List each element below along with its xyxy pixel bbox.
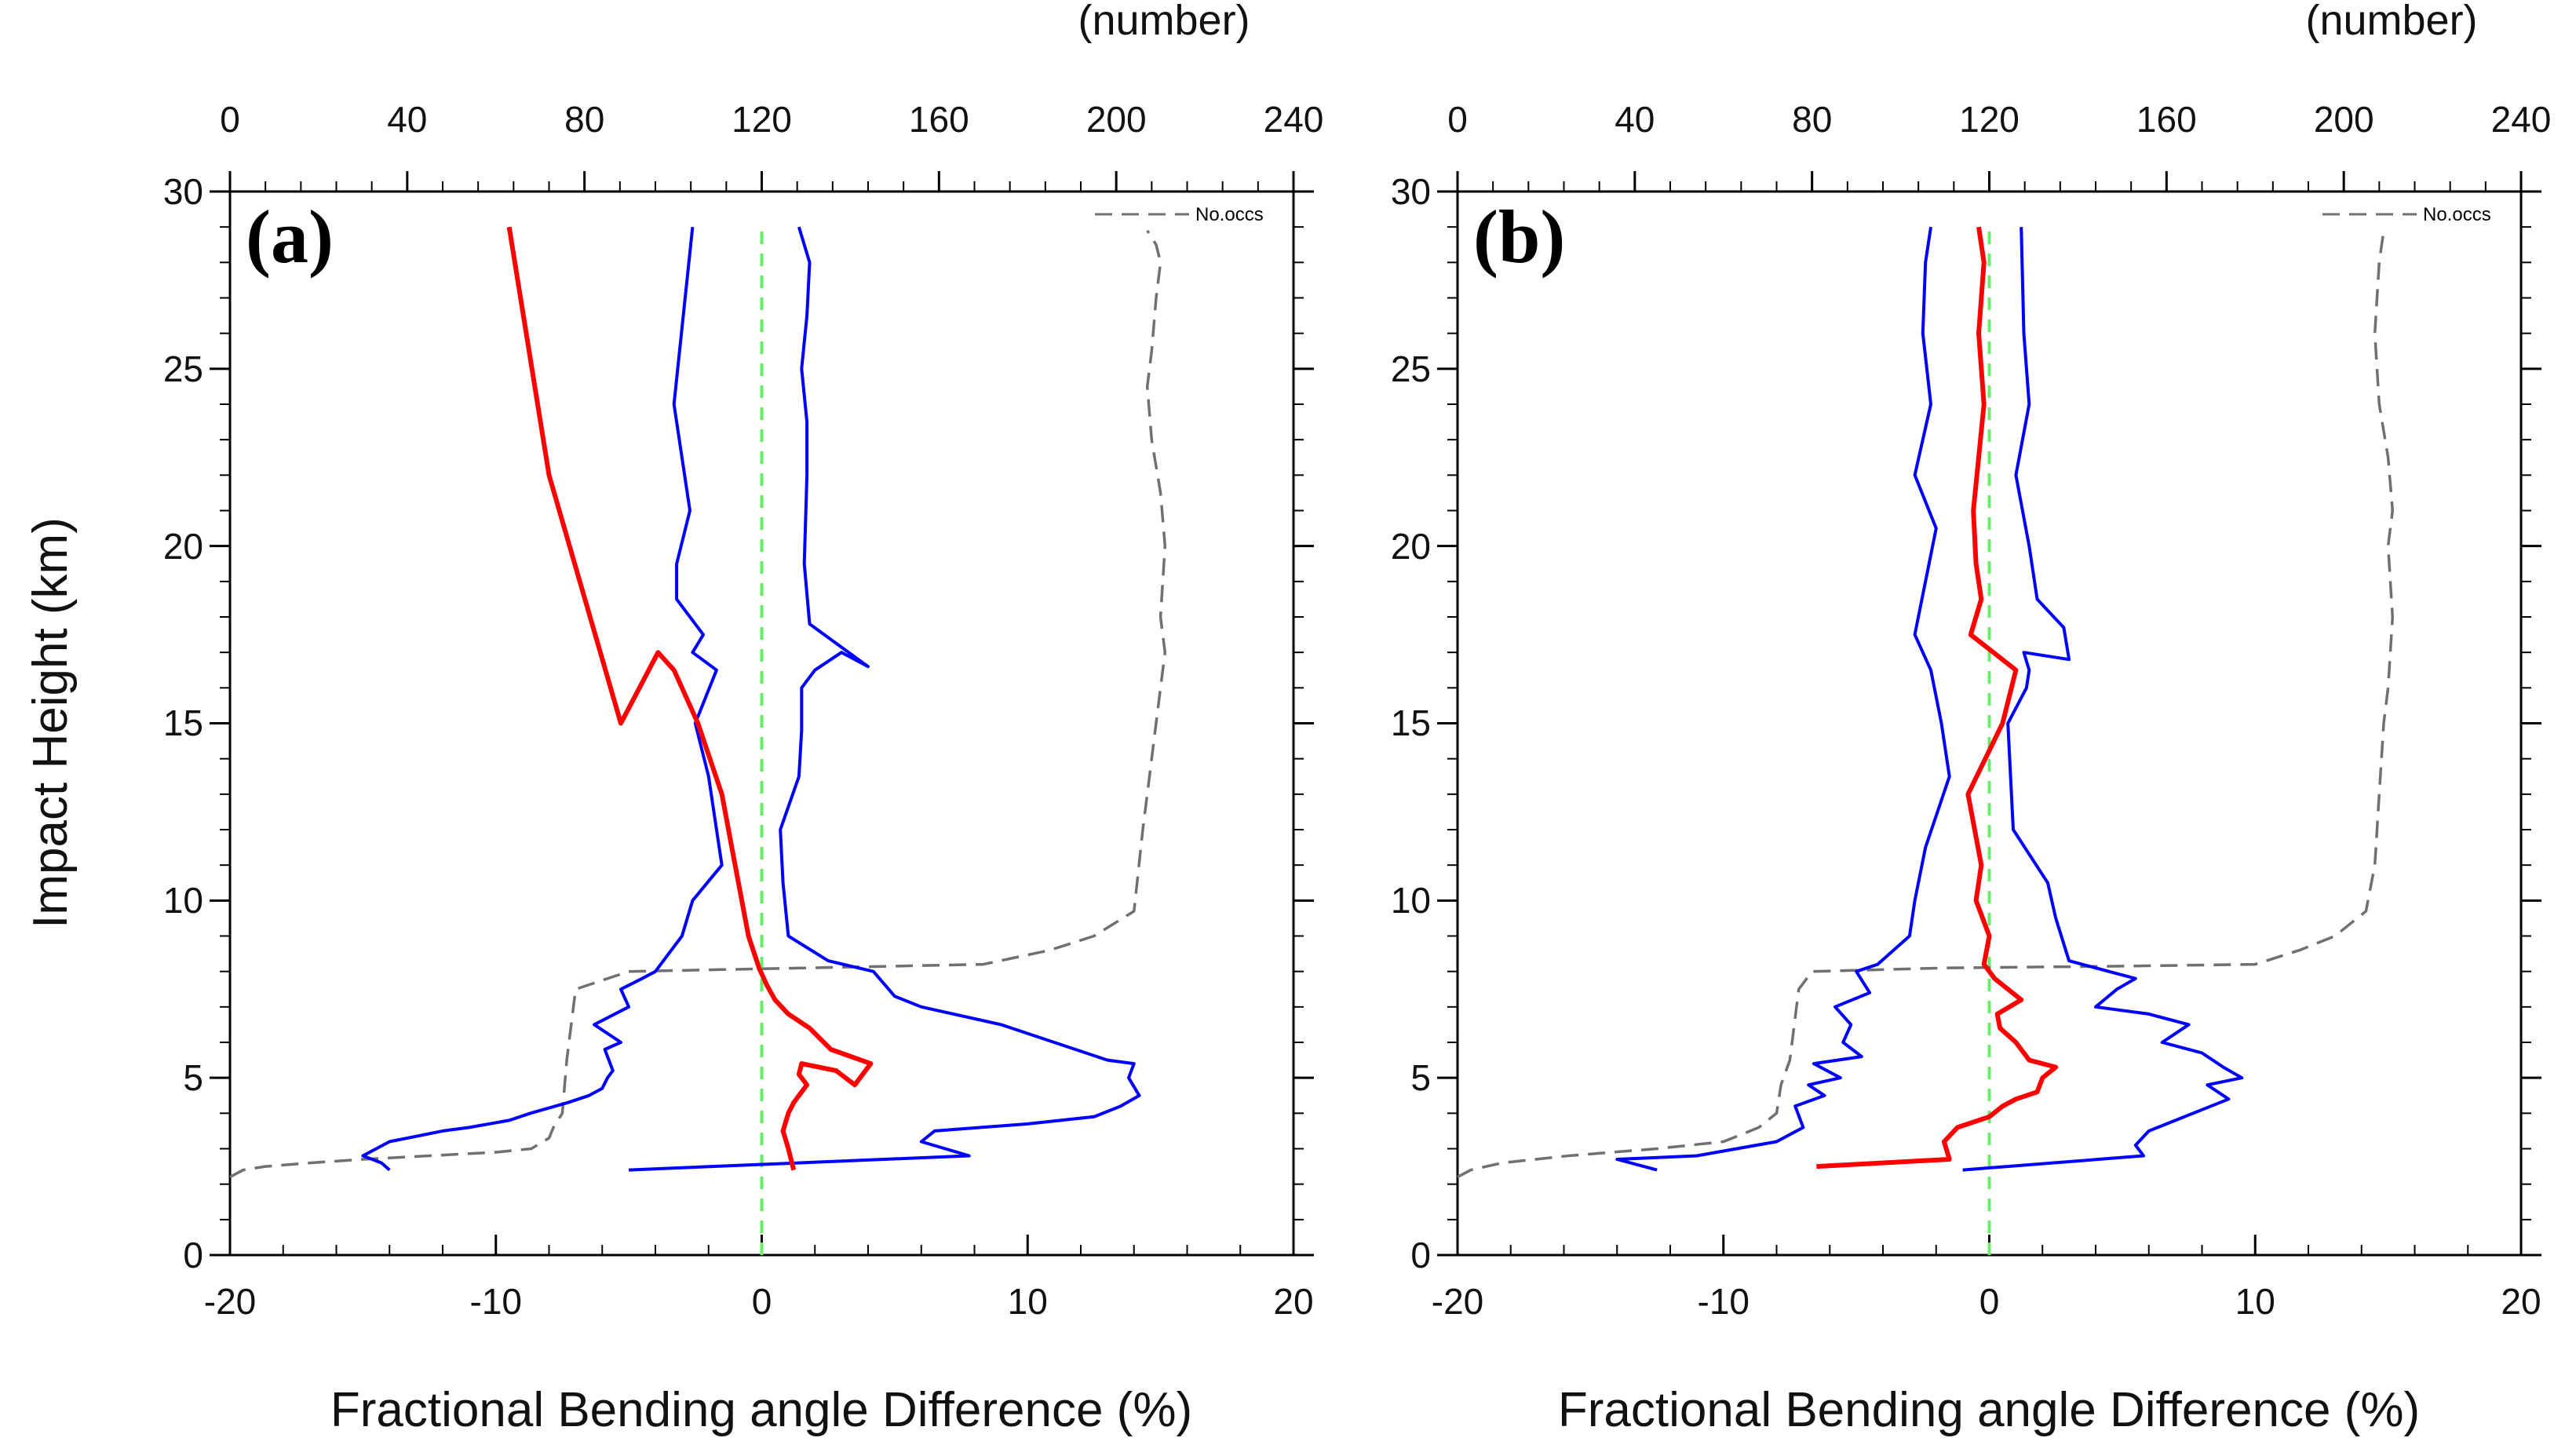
- y-tick-label: 10: [163, 880, 203, 921]
- series-group: [1457, 226, 2395, 1179]
- x-tick-label: 10: [2235, 1281, 2275, 1322]
- tick-marks: [1437, 171, 2541, 1257]
- y-tick-label: 25: [163, 348, 203, 389]
- y-tick-label: 20: [1391, 526, 1431, 567]
- top-tick-label: 160: [909, 99, 969, 140]
- y-tick-label: 15: [1391, 702, 1431, 743]
- x-tick-label: 20: [1273, 1281, 1313, 1322]
- top-axis-title: (number): [2305, 0, 2477, 44]
- y-tick-label: 30: [1391, 171, 1431, 212]
- x-axis-title: Fractional Bending angle Difference (%): [1558, 1383, 2420, 1437]
- legend-label: No.occs: [2423, 204, 2491, 225]
- top-tick-label: 80: [564, 99, 604, 140]
- y-tick-label: 10: [1391, 880, 1431, 921]
- panel-label: (a): [246, 195, 334, 279]
- series-lower-spread: [361, 226, 724, 1172]
- series-occs-count: [229, 229, 1167, 1179]
- top-tick-label: 40: [387, 99, 427, 140]
- series-group: [229, 226, 1167, 1179]
- series-occs-count: [1457, 230, 2395, 1179]
- x-tick-label: -20: [1432, 1281, 1483, 1322]
- y-tick-label: 0: [183, 1235, 203, 1275]
- x-tick-label: 20: [2501, 1281, 2541, 1322]
- legend: No.occs: [1095, 204, 1264, 225]
- top-tick-label: 40: [1615, 99, 1655, 140]
- top-tick-label: 0: [220, 99, 240, 140]
- top-tick-label: 200: [2314, 99, 2374, 140]
- series-mean: [506, 226, 874, 1171]
- top-tick-label: 80: [1792, 99, 1832, 140]
- top-tick-label: 120: [732, 99, 792, 140]
- x-tick-label: 0: [752, 1281, 772, 1322]
- top-tick-label: 160: [2136, 99, 2197, 140]
- x-tick-label: 0: [1979, 1281, 2000, 1322]
- x-tick-label: 10: [1008, 1281, 1048, 1322]
- panel-label: (b): [1473, 195, 1565, 279]
- legend-label: No.occs: [1195, 204, 1264, 225]
- y-tick-label: 15: [163, 702, 203, 743]
- panel-a: -20 -10 0 10 20 0 5 10 15 20 25 30 0 40 …: [24, 0, 1323, 1437]
- y-axis-title: Impact Height (km): [24, 517, 78, 929]
- tick-marks: [210, 171, 1314, 1257]
- y-tick-label: 0: [1410, 1235, 1431, 1275]
- top-tick-label: 240: [2491, 99, 2552, 140]
- y-tick-label: 30: [163, 171, 203, 212]
- top-tick-label: 0: [1447, 99, 1468, 140]
- x-tick-label: -10: [470, 1281, 522, 1322]
- series-lower-spread: [1615, 226, 1951, 1172]
- x-axis-title: Fractional Bending angle Difference (%): [330, 1383, 1192, 1437]
- x-tick-label: -10: [1698, 1281, 1750, 1322]
- x-tick-label: -20: [204, 1281, 256, 1322]
- top-tick-label: 120: [1959, 99, 2020, 140]
- series-upper-spread: [629, 226, 1141, 1172]
- y-tick-label: 20: [163, 526, 203, 567]
- y-tick-label: 5: [1410, 1057, 1431, 1098]
- top-tick-label: 200: [1086, 99, 1147, 140]
- y-tick-label: 25: [1391, 348, 1431, 389]
- legend: No.occs: [2322, 204, 2491, 225]
- top-tick-label: 240: [1264, 99, 1324, 140]
- series-upper-spread: [1962, 227, 2244, 1172]
- y-tick-label: 5: [183, 1057, 203, 1098]
- top-axis-title: (number): [1078, 0, 1250, 44]
- series-mean: [1816, 226, 2059, 1170]
- panel-b: -20 -10 0 10 20 0 5 10 15 20 25 30 0 40 …: [1391, 0, 2552, 1437]
